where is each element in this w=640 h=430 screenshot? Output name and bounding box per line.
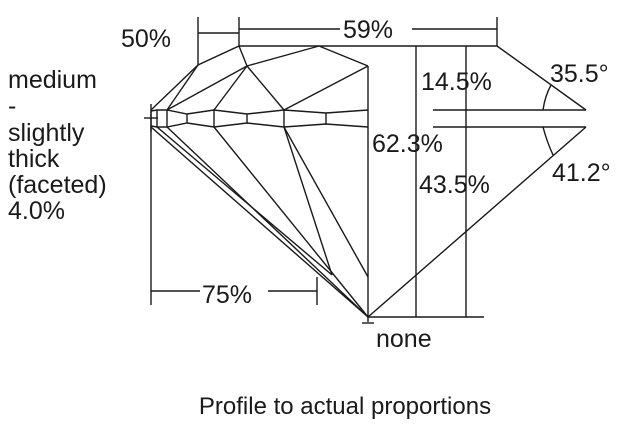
culet-label: none bbox=[376, 325, 432, 353]
crown-angle-arc bbox=[542, 84, 552, 111]
girdle-bottom-edge bbox=[150, 122, 369, 128]
pavilion-angle-label: 41.2° bbox=[552, 159, 611, 187]
crown-facet-edge bbox=[246, 65, 285, 111]
girdle-label-line: 4.0% bbox=[8, 197, 65, 225]
pavilion-facets bbox=[156, 126, 369, 318]
girdle-label-line: thick bbox=[8, 145, 60, 173]
pavilion-facet-edge bbox=[283, 126, 333, 276]
labels: 50% 59% medium - slightly thick (faceted… bbox=[8, 16, 611, 420]
girdle-top-edge bbox=[150, 109, 369, 115]
crown-angle-label: 35.5° bbox=[550, 60, 609, 88]
girdle-facets bbox=[150, 109, 369, 128]
pavilion-depth-label: 43.5% bbox=[419, 171, 490, 199]
girdle-label-line: slightly bbox=[8, 119, 85, 147]
crown-facet-edge bbox=[213, 65, 248, 111]
crown-facet-edge bbox=[238, 45, 248, 67]
crown-facet-edge bbox=[166, 64, 199, 111]
crown-facet-edge bbox=[166, 65, 248, 111]
caption: Profile to actual proportions bbox=[199, 393, 491, 420]
crown-height-label: 14.5% bbox=[421, 68, 492, 96]
crown-facet-edge bbox=[318, 45, 369, 67]
lower-half-label: 75% bbox=[202, 281, 252, 309]
crown-facet-edge bbox=[283, 65, 369, 111]
star-length-label: 50% bbox=[121, 25, 171, 53]
girdle-label-line: medium bbox=[8, 66, 97, 94]
table-label: 59% bbox=[343, 16, 393, 44]
pavilion-facet-edge bbox=[283, 126, 369, 278]
girdle-label-line: (faceted) bbox=[8, 171, 107, 199]
dimension-lines bbox=[144, 17, 554, 324]
girdle-label-line: - bbox=[8, 92, 16, 120]
total-depth-label: 62.3% bbox=[372, 130, 443, 158]
crown-facets bbox=[166, 45, 369, 322]
crown-facet-edge bbox=[246, 45, 320, 67]
pavilion-angle-arc bbox=[542, 126, 554, 156]
pavilion-facet-edge bbox=[166, 126, 369, 318]
pavilion-facet-edge bbox=[213, 126, 369, 318]
